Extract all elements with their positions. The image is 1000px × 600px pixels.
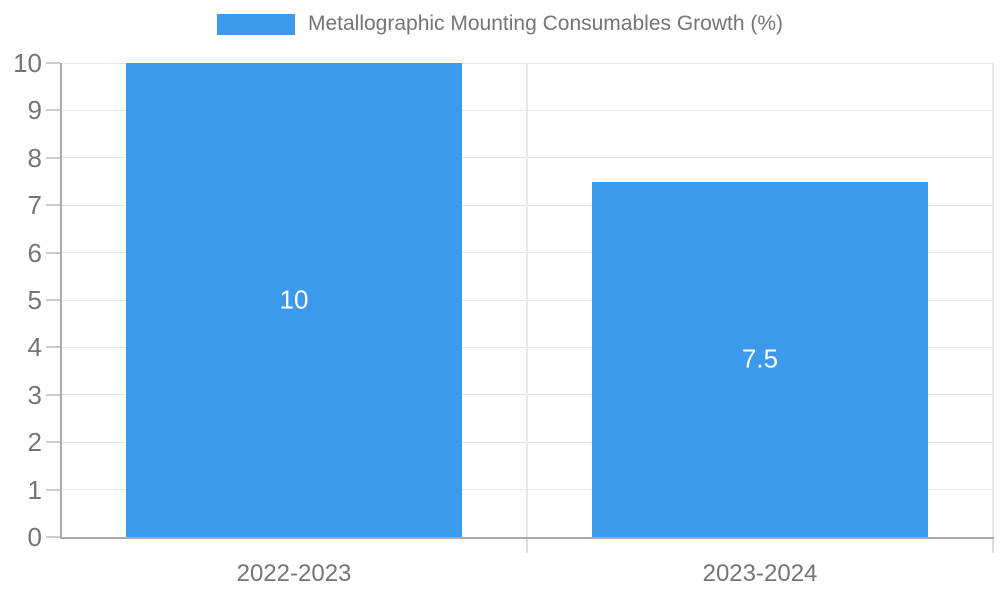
y-axis-tick	[46, 62, 60, 64]
y-tick-label: 6	[27, 237, 42, 268]
chart-legend[interactable]: Metallographic Mounting Consumables Grow…	[0, 12, 1000, 36]
y-axis-tick	[46, 204, 60, 207]
y-tick-label: 10	[13, 48, 42, 78]
y-tick-label: 2	[27, 427, 42, 458]
y-axis-tick	[46, 299, 60, 301]
x-axis-tick	[992, 539, 994, 553]
plot-area	[61, 62, 994, 537]
bar-value-label: 7.5	[741, 343, 779, 374]
y-tick-label: 4	[27, 332, 42, 363]
y-tick-label: 0	[27, 522, 42, 552]
y-axis-tick	[46, 251, 60, 254]
y-axis-tick	[46, 393, 60, 396]
gridline-vertical	[526, 63, 528, 537]
y-axis-tick	[46, 109, 60, 112]
y-axis-tick	[46, 156, 60, 159]
bar-2023-2024[interactable]	[592, 181, 928, 537]
x-tick-label: 2023-2024	[702, 560, 818, 587]
y-tick-label: 9	[27, 95, 42, 126]
y-tick-label: 7	[27, 190, 42, 221]
y-axis-tick	[46, 488, 60, 491]
x-tick-label: 2022-2023	[236, 560, 352, 587]
y-axis-tick	[46, 346, 60, 349]
y-tick-label: 8	[27, 142, 42, 173]
x-axis-line	[60, 537, 994, 539]
gridline-vertical	[992, 63, 994, 537]
legend-swatch[interactable]	[216, 13, 295, 35]
bar-2022-2023[interactable]	[126, 63, 462, 537]
y-axis-line	[60, 63, 62, 537]
y-tick-label: 3	[27, 379, 42, 410]
bar-value-label: 10	[279, 284, 309, 315]
y-axis-tick	[46, 536, 60, 538]
x-axis-tick	[526, 539, 528, 553]
y-tick-label: 5	[27, 285, 42, 315]
y-tick-label: 1	[27, 474, 42, 505]
chart-title: Metallographic Mounting Consumables Grow…	[307, 12, 784, 35]
y-axis-tick	[46, 441, 60, 444]
